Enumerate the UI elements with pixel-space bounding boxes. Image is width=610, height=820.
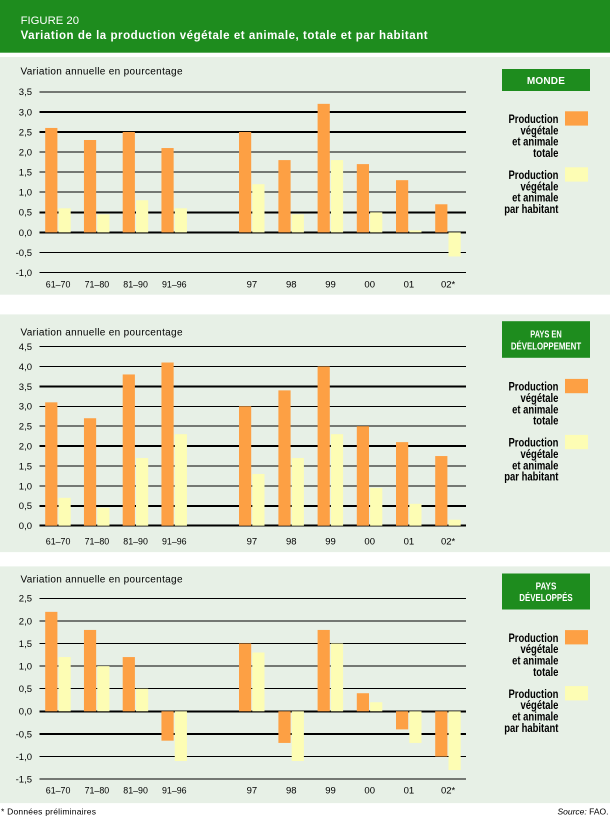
svg-text:2,0: 2,0: [19, 616, 32, 627]
svg-text:1,0: 1,0: [19, 188, 32, 199]
svg-text:1,0: 1,0: [19, 481, 32, 492]
svg-text:3,0: 3,0: [19, 107, 32, 118]
svg-text:-0,5: -0,5: [16, 248, 32, 259]
svg-text:Variation de la production vég: Variation de la production végétale et a…: [21, 30, 428, 42]
svg-text:3,5: 3,5: [19, 382, 32, 393]
svg-text:-1,0: -1,0: [16, 752, 32, 763]
svg-text:végétale: végétale: [521, 448, 559, 461]
svg-text:DÉVELOPPÉS: DÉVELOPPÉS: [519, 591, 572, 604]
svg-text:Variation annuelle en pourcent: Variation annuelle en pourcentage: [21, 575, 183, 586]
svg-text:99: 99: [325, 280, 336, 291]
svg-text:végétale: végétale: [521, 124, 559, 137]
svg-text:01: 01: [404, 537, 415, 548]
svg-text:97: 97: [247, 280, 258, 291]
svg-text:DÉVELOPPEMENT: DÉVELOPPEMENT: [511, 339, 582, 352]
svg-text:00: 00: [364, 786, 375, 797]
svg-text:2,0: 2,0: [19, 442, 32, 453]
svg-text:81–90: 81–90: [123, 280, 148, 291]
svg-text:01: 01: [404, 280, 415, 291]
svg-text:Production: Production: [508, 632, 558, 645]
svg-text:Variation annuelle en pourcent: Variation annuelle en pourcentage: [21, 67, 183, 78]
svg-text:et animale: et animale: [512, 403, 558, 416]
svg-text:99: 99: [325, 537, 336, 548]
svg-text:2,5: 2,5: [19, 422, 32, 433]
svg-text:PAYS EN: PAYS EN: [530, 329, 561, 341]
svg-text:02*: 02*: [441, 537, 456, 548]
svg-text:4,0: 4,0: [19, 362, 32, 373]
svg-text:71–80: 71–80: [85, 280, 110, 291]
svg-text:00: 00: [364, 537, 375, 548]
svg-text:98: 98: [286, 537, 297, 548]
svg-text:0,5: 0,5: [19, 684, 32, 695]
svg-text:91–96: 91–96: [162, 537, 187, 548]
svg-text:97: 97: [247, 786, 258, 797]
svg-text:par habitant: par habitant: [504, 722, 559, 735]
svg-text:Production: Production: [508, 169, 558, 182]
svg-text:2,5: 2,5: [19, 127, 32, 138]
svg-text:0,0: 0,0: [19, 521, 32, 532]
svg-text:1,5: 1,5: [19, 639, 32, 650]
svg-text:totale: totale: [533, 415, 558, 428]
svg-text:totale: totale: [533, 147, 558, 160]
svg-text:et animale: et animale: [512, 459, 558, 472]
svg-text:et animale: et animale: [512, 136, 558, 149]
svg-text:3,0: 3,0: [19, 402, 32, 413]
svg-text:0,0: 0,0: [19, 707, 32, 718]
svg-text:71–80: 71–80: [85, 537, 110, 548]
svg-text:61–70: 61–70: [46, 537, 71, 548]
svg-text:0,5: 0,5: [19, 501, 32, 512]
svg-text:1,5: 1,5: [19, 168, 32, 179]
svg-text:par habitant: par habitant: [504, 471, 559, 484]
svg-text:végétale: végétale: [521, 392, 559, 405]
svg-text:61–70: 61–70: [46, 280, 71, 291]
svg-text:2,0: 2,0: [19, 148, 32, 159]
svg-text:81–90: 81–90: [123, 537, 148, 548]
svg-text:-0,5: -0,5: [16, 729, 32, 740]
svg-text:0,0: 0,0: [19, 228, 32, 239]
svg-text:végétale: végétale: [521, 180, 559, 193]
svg-text:81–90: 81–90: [123, 786, 148, 797]
svg-text:MONDE: MONDE: [527, 76, 565, 87]
svg-text:1,0: 1,0: [19, 662, 32, 673]
svg-text:et animale: et animale: [512, 192, 558, 205]
svg-text:Variation annuelle en pourcent: Variation annuelle en pourcentage: [21, 327, 183, 338]
svg-text:Production: Production: [508, 688, 558, 701]
svg-text:et animale: et animale: [512, 711, 558, 724]
svg-text:02*: 02*: [441, 280, 456, 291]
svg-text:91–96: 91–96: [162, 280, 187, 291]
svg-text:01: 01: [404, 786, 415, 797]
svg-text:91–96: 91–96: [162, 786, 187, 797]
svg-text:-1,0: -1,0: [16, 268, 32, 279]
svg-text:PAYS: PAYS: [536, 580, 557, 592]
svg-text:2,5: 2,5: [19, 594, 32, 605]
svg-text:par habitant: par habitant: [504, 203, 559, 216]
svg-text:Production: Production: [508, 437, 558, 450]
svg-text:0,5: 0,5: [19, 208, 32, 219]
svg-text:Source: FAO.: Source: FAO.: [557, 806, 608, 816]
svg-text:Production: Production: [508, 381, 558, 394]
svg-text:végétale: végétale: [521, 699, 559, 712]
svg-text:98: 98: [286, 786, 297, 797]
svg-text:00: 00: [364, 280, 375, 291]
svg-text:Production: Production: [508, 113, 558, 126]
svg-text:1,5: 1,5: [19, 461, 32, 472]
svg-text:FIGURE 20: FIGURE 20: [21, 15, 79, 27]
svg-text:végétale: végétale: [521, 643, 559, 656]
svg-text:98: 98: [286, 280, 297, 291]
svg-text:totale: totale: [533, 666, 558, 679]
svg-text:61–70: 61–70: [46, 786, 71, 797]
svg-text:* Données préliminaires: * Données préliminaires: [1, 806, 96, 816]
svg-text:3,5: 3,5: [19, 87, 32, 98]
svg-text:-1,5: -1,5: [16, 775, 32, 786]
svg-text:02*: 02*: [441, 786, 456, 797]
svg-text:71–80: 71–80: [85, 786, 110, 797]
svg-text:et animale: et animale: [512, 655, 558, 668]
svg-text:99: 99: [325, 786, 336, 797]
svg-text:4,5: 4,5: [19, 342, 32, 353]
svg-text:97: 97: [247, 537, 258, 548]
